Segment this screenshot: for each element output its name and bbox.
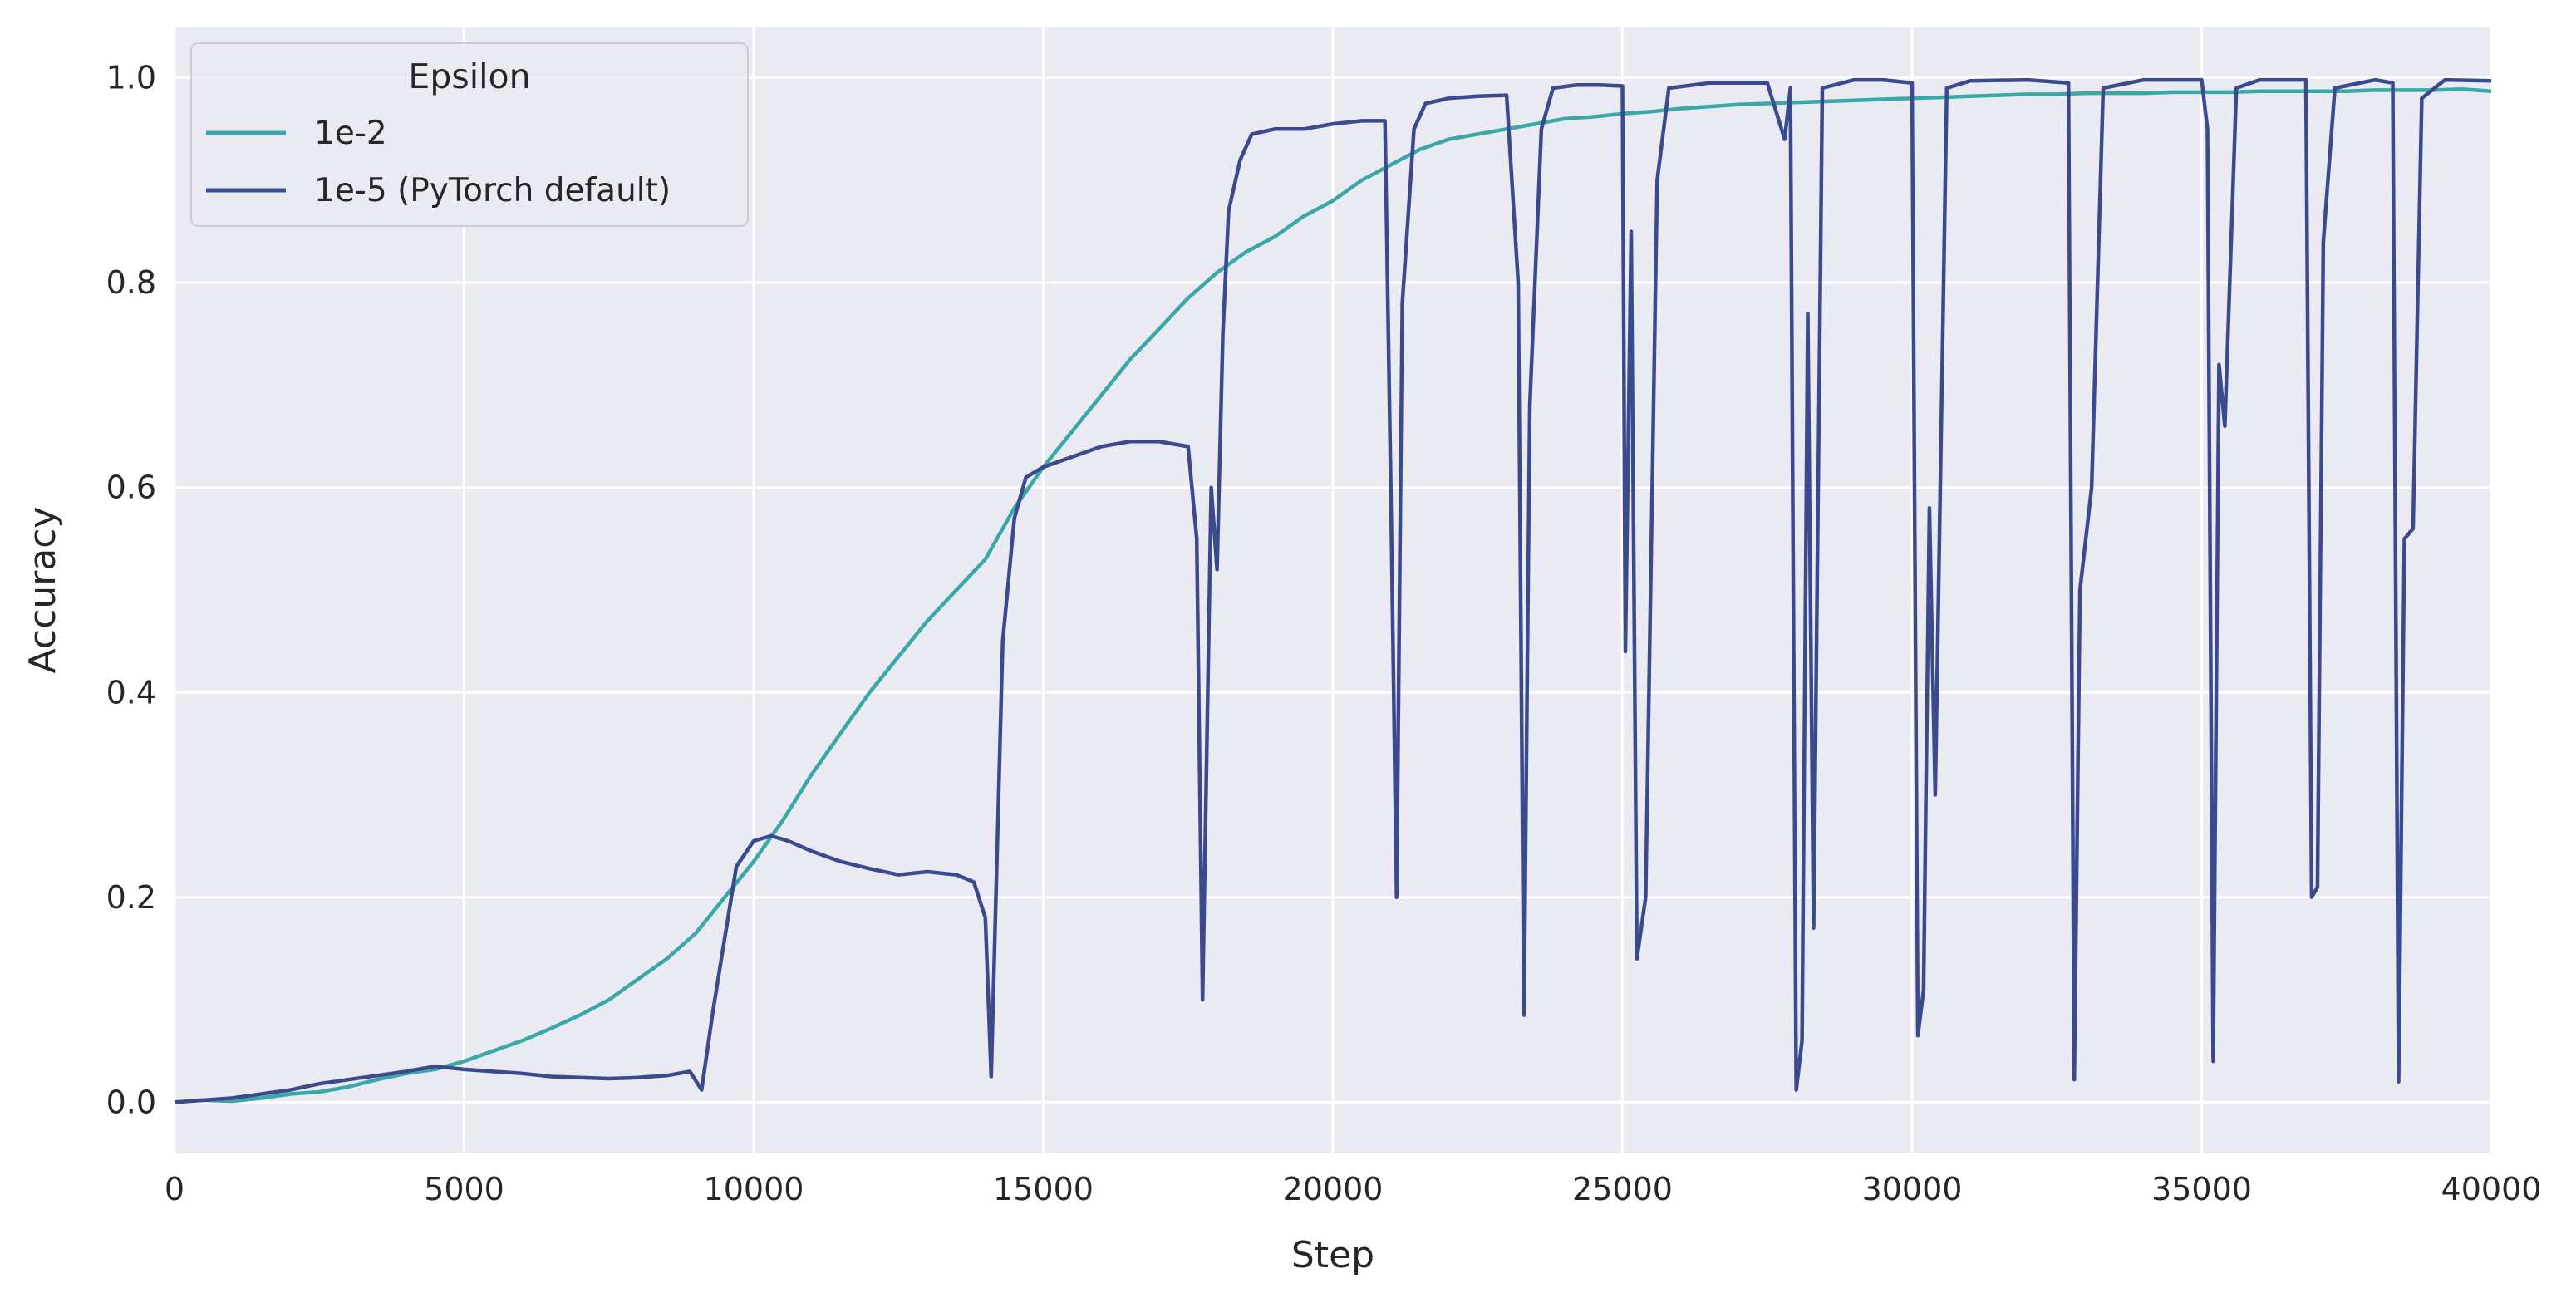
- x-tick-label: 25000: [1572, 1171, 1673, 1207]
- y-tick-label: 0.0: [106, 1084, 156, 1120]
- series-lines: [174, 77, 2492, 1104]
- y-tick-label: 0.4: [106, 674, 156, 711]
- x-tick-label: 40000: [2441, 1171, 2542, 1207]
- legend-box: [190, 42, 749, 227]
- x-tick-label: 20000: [1283, 1171, 1384, 1207]
- x-tick-label: 5000: [424, 1171, 504, 1207]
- x-tick-label: 35000: [2151, 1171, 2252, 1207]
- y-axis-title: Accuracy: [22, 507, 64, 674]
- x-tick-labels: 0 5000 10000 15000 20000 25000 30000 35000 40000: [165, 1171, 2542, 1207]
- y-tick-label: 1.0: [106, 60, 156, 96]
- x-tick-label: 10000: [704, 1171, 804, 1207]
- x-axis-title: Step: [1291, 1234, 1374, 1276]
- x-tick-label: 0: [165, 1171, 184, 1207]
- x-tick-label: 30000: [1862, 1171, 1963, 1207]
- legend-label-1e-5: 1e-5 (PyTorch default): [314, 172, 671, 209]
- legend-title: Epsilon: [408, 57, 530, 96]
- y-tick-label: 0.8: [106, 264, 156, 301]
- series-line-1e-5: [174, 77, 2492, 1104]
- legend-label-1e-2: 1e-2: [314, 115, 387, 152]
- gridlines: [173, 27, 2493, 1153]
- y-tick-label: 0.6: [106, 470, 156, 506]
- x-tick-label: 15000: [993, 1171, 1094, 1207]
- y-tick-labels: 0.0 0.2 0.4 0.6 0.8 1.0: [106, 60, 156, 1121]
- y-tick-label: 0.2: [106, 879, 156, 916]
- legend: Epsilon 1e-2 1e-5 (PyTorch default): [190, 42, 749, 227]
- series-line-1e-2: [174, 86, 2492, 1104]
